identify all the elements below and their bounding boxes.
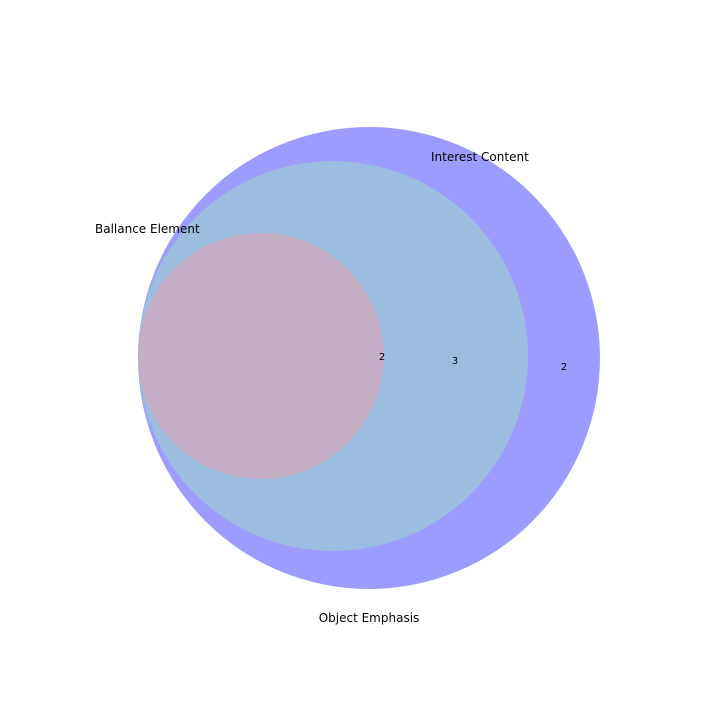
label-interest-content: Interest Content: [431, 150, 529, 164]
count-interest-content: 3: [452, 356, 458, 367]
count-ballance-element: 2: [379, 352, 385, 363]
label-object-emphasis: Object Emphasis: [319, 611, 420, 625]
count-object-emphasis: 2: [561, 362, 567, 373]
label-ballance-element: Ballance Element: [95, 222, 200, 236]
circle-ballance-element: [138, 233, 384, 479]
